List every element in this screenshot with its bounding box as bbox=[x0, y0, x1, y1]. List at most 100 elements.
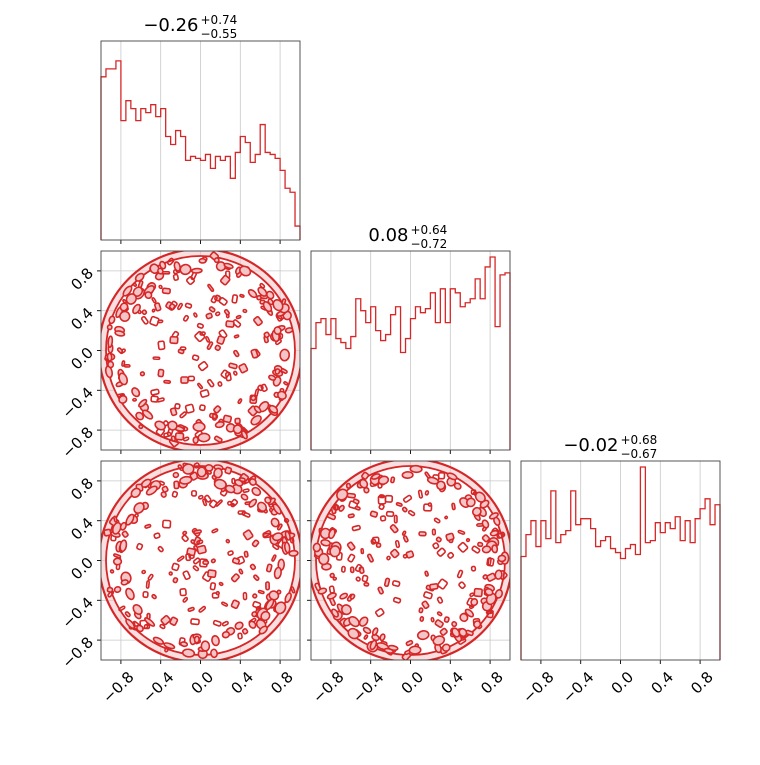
contour-island bbox=[402, 553, 408, 559]
contour-island bbox=[332, 504, 340, 511]
histogram-3-title-lower-error: −0.67 bbox=[621, 447, 658, 461]
contour-island bbox=[354, 505, 361, 511]
x-tick-label: 0.0 bbox=[608, 668, 638, 698]
contour-island bbox=[192, 565, 200, 572]
contour-island bbox=[121, 530, 129, 538]
contour-island bbox=[402, 494, 413, 503]
edge-contour bbox=[239, 265, 252, 277]
contour-island bbox=[182, 596, 189, 603]
contour-island bbox=[136, 542, 144, 551]
edge-contour bbox=[248, 620, 257, 629]
edge-contour bbox=[200, 640, 211, 652]
y-tick-label: −0.8 bbox=[59, 633, 97, 671]
contour-island bbox=[477, 541, 484, 548]
contour-island bbox=[211, 528, 219, 534]
edge-contour bbox=[108, 315, 116, 325]
x-tick-label: 0.4 bbox=[227, 668, 257, 698]
edge-contour bbox=[268, 404, 279, 414]
contour-island bbox=[427, 502, 433, 507]
contour-island bbox=[486, 557, 495, 567]
contour-island bbox=[190, 618, 200, 626]
contour-island bbox=[208, 499, 218, 509]
edge-contour bbox=[276, 390, 287, 400]
contour-island bbox=[243, 550, 249, 558]
edge-contour bbox=[144, 617, 156, 627]
contour-island bbox=[145, 580, 150, 589]
edge-contour bbox=[142, 409, 154, 420]
edge-contour bbox=[453, 482, 462, 490]
edge-contour bbox=[181, 648, 196, 658]
edge-contour bbox=[265, 598, 275, 611]
contour-island bbox=[262, 530, 272, 538]
contour-island bbox=[225, 313, 230, 319]
panel-grid bbox=[120, 41, 281, 244]
contour-island bbox=[433, 517, 441, 524]
contour-island bbox=[252, 600, 262, 609]
contour-island bbox=[402, 535, 409, 543]
panel-grid bbox=[330, 251, 491, 454]
contour-island bbox=[172, 577, 179, 584]
edge-contour bbox=[458, 627, 468, 638]
edge-contour bbox=[172, 471, 180, 479]
contour-island bbox=[177, 302, 183, 311]
contour-island bbox=[168, 300, 178, 311]
contour-island bbox=[232, 370, 238, 376]
contour-island bbox=[109, 569, 115, 574]
contour-island bbox=[185, 553, 192, 562]
y-tick-label: 0.4 bbox=[67, 514, 97, 544]
contour-island bbox=[206, 379, 215, 388]
edge-contour bbox=[284, 592, 292, 603]
edge-contour bbox=[125, 587, 135, 601]
contour-island bbox=[157, 368, 165, 378]
edge-contour bbox=[247, 289, 258, 299]
contour-island bbox=[202, 498, 208, 507]
edge-contour bbox=[160, 491, 167, 498]
contour-island bbox=[363, 581, 370, 587]
contour-island bbox=[238, 568, 244, 575]
histogram-2-title-lower-error: −0.72 bbox=[411, 237, 448, 251]
contour-island bbox=[378, 503, 385, 511]
contour-island bbox=[251, 539, 260, 548]
contour-island bbox=[184, 403, 195, 414]
contour-island bbox=[191, 354, 200, 362]
contour-island bbox=[179, 588, 187, 597]
panel-grid bbox=[540, 461, 701, 664]
histogram-3-title-upper-error: +0.68 bbox=[621, 433, 658, 447]
edge-contour bbox=[474, 491, 486, 503]
contour-island bbox=[371, 536, 380, 544]
x-tick-label: 0.8 bbox=[267, 668, 297, 698]
contour-island bbox=[377, 586, 384, 595]
contour-island bbox=[385, 510, 395, 518]
edge-contour bbox=[265, 290, 275, 300]
contour-island bbox=[154, 302, 162, 312]
edge-contour bbox=[213, 478, 227, 490]
contour-island bbox=[193, 529, 202, 535]
contour-island bbox=[113, 553, 122, 559]
contour-island bbox=[386, 555, 391, 561]
contour-island bbox=[346, 492, 357, 499]
contour-island bbox=[132, 397, 138, 402]
edge-contour bbox=[163, 642, 176, 650]
edge-contour bbox=[270, 517, 280, 528]
contour-island bbox=[439, 627, 448, 636]
edge-contour bbox=[464, 608, 475, 618]
panel-frame bbox=[310, 250, 511, 451]
edge-contour bbox=[251, 611, 258, 618]
contour-island bbox=[257, 589, 265, 595]
x-tick-label: −0.8 bbox=[309, 668, 347, 706]
edge-contour bbox=[118, 372, 128, 386]
y-tick-label: 0.8 bbox=[67, 474, 97, 504]
contour-island bbox=[418, 531, 427, 537]
contour-island bbox=[222, 414, 233, 424]
edge-contour bbox=[223, 262, 234, 270]
contour-island bbox=[198, 404, 206, 412]
edge-contour bbox=[358, 616, 369, 627]
edge-contour bbox=[179, 641, 189, 648]
contour-island bbox=[265, 563, 273, 573]
contour-island bbox=[215, 590, 220, 596]
edge-contour bbox=[494, 589, 504, 599]
edge-contour bbox=[179, 263, 192, 276]
edge-contour bbox=[107, 360, 115, 369]
contour-island bbox=[242, 529, 254, 541]
